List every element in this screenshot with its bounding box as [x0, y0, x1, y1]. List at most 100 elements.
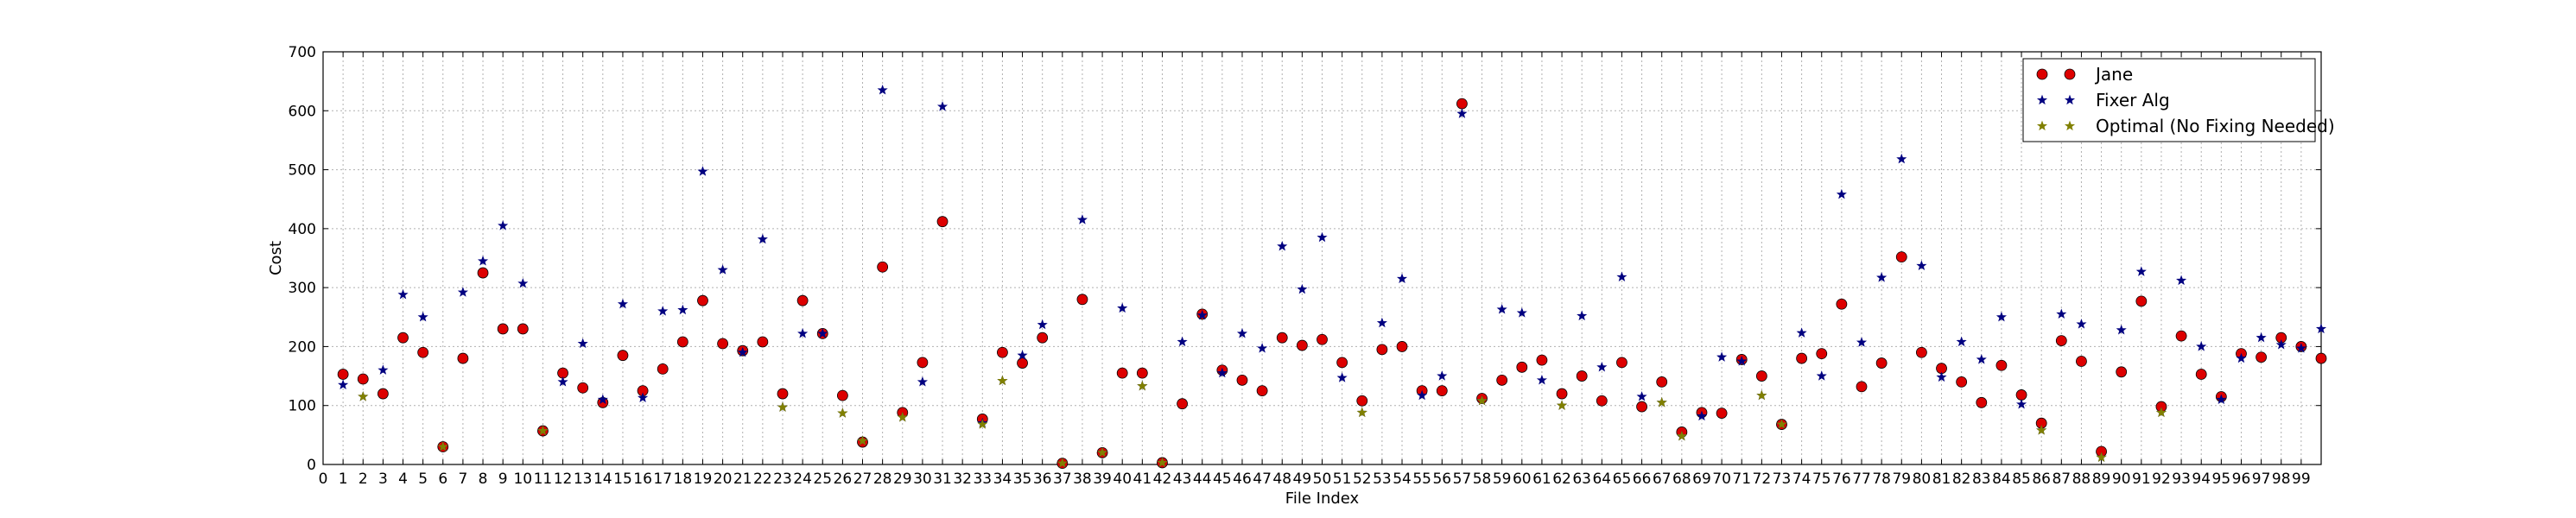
- y-axis-label: Cost: [267, 241, 285, 275]
- data-points: [337, 85, 2327, 470]
- x-tick-label: 57: [1453, 471, 1472, 488]
- data-point: [2076, 356, 2087, 367]
- data-point: [338, 379, 349, 389]
- x-tick-label: 32: [953, 471, 972, 488]
- data-point: [917, 357, 929, 369]
- data-point: [1516, 361, 1528, 373]
- data-point: [1297, 283, 1308, 294]
- data-point: [2135, 266, 2147, 276]
- x-tick-label: 87: [2052, 471, 2071, 488]
- data-point: [1177, 336, 1188, 347]
- data-point: [617, 298, 628, 309]
- data-point: [498, 220, 509, 231]
- x-tick-label: 18: [674, 471, 693, 488]
- data-point: [1076, 214, 1088, 224]
- data-point: [1496, 304, 1507, 314]
- x-tick-label: 59: [1493, 471, 1512, 488]
- data-point: [1496, 374, 1508, 386]
- data-point: [1157, 457, 1168, 468]
- data-point: [1137, 380, 1148, 391]
- x-tick-label: 91: [2132, 471, 2151, 488]
- data-point: [897, 412, 908, 422]
- x-tick-label: 36: [1033, 471, 1052, 488]
- legend-marker: [2064, 94, 2076, 105]
- data-point: [477, 267, 489, 279]
- x-tick-label: 61: [1532, 471, 1551, 488]
- data-point: [877, 85, 888, 95]
- y-tick-label: 100: [289, 398, 316, 415]
- x-tick-label: 1: [339, 471, 348, 488]
- x-tick-label: 8: [479, 471, 488, 488]
- data-point: [936, 101, 949, 111]
- data-point: [1656, 396, 1667, 407]
- x-tick-label: 0: [319, 471, 328, 488]
- x-tick-label: 27: [853, 471, 872, 488]
- x-tick-label: 5: [418, 471, 428, 488]
- legend-marker: [2036, 120, 2048, 131]
- x-tick-label: 7: [458, 471, 467, 488]
- data-point: [1856, 381, 1868, 393]
- data-point: [577, 338, 588, 349]
- data-point: [1536, 354, 1548, 366]
- x-tick-label: 92: [2152, 471, 2171, 488]
- legend-marker: [2064, 68, 2076, 80]
- x-tick-label: 73: [1773, 471, 1792, 488]
- data-point: [1636, 391, 1647, 401]
- data-point: [997, 375, 1008, 386]
- x-tick-label: 70: [1712, 471, 1731, 488]
- y-tick-label: 200: [289, 338, 316, 356]
- x-tick-label: 14: [593, 471, 612, 488]
- y-tick-label: 500: [289, 162, 316, 180]
- data-point: [757, 336, 769, 348]
- data-point: [2135, 295, 2148, 307]
- data-point: [1336, 372, 1348, 382]
- x-tick-label: 84: [1992, 471, 2011, 488]
- data-point: [2016, 398, 2027, 409]
- data-point: [1576, 370, 1588, 382]
- data-point: [2256, 351, 2268, 363]
- data-point: [1396, 273, 1408, 284]
- x-tick-label: 43: [1173, 471, 1192, 488]
- data-point: [1796, 327, 1807, 338]
- x-tick-label: 95: [2212, 471, 2231, 488]
- x-tick-label: 4: [398, 471, 408, 488]
- legend-label: Optimal (No Fixing Needed): [2096, 116, 2335, 136]
- x-tick-label: 74: [1792, 471, 1811, 488]
- data-point: [2056, 308, 2067, 319]
- data-point: [1875, 357, 1888, 369]
- data-point: [377, 388, 389, 400]
- data-point: [777, 401, 789, 412]
- x-tick-label: 17: [653, 471, 672, 488]
- series-0: [337, 98, 2327, 470]
- data-point: [1796, 352, 1808, 364]
- data-point: [877, 261, 889, 273]
- data-point: [337, 369, 349, 380]
- data-point: [1097, 446, 1108, 458]
- data-point: [397, 288, 409, 300]
- data-point: [1836, 298, 1848, 310]
- data-point: [2275, 339, 2287, 350]
- data-point: [2055, 335, 2067, 347]
- data-point: [1596, 361, 1608, 372]
- x-tick-label: 40: [1113, 471, 1132, 488]
- x-tick-label: 23: [773, 471, 792, 488]
- data-point: [717, 338, 728, 350]
- x-tick-label: 85: [2012, 471, 2031, 488]
- data-point: [2295, 343, 2306, 353]
- x-tick-label: 60: [1513, 471, 1532, 488]
- data-point: [1756, 389, 1767, 401]
- x-tick-label: 62: [1552, 471, 1571, 488]
- axes: 0 1 2 3 4 5 6 7 8 9 10 11 12 13 14 15 16 17 18 19 20 21 22 23 24…: [289, 44, 2322, 488]
- data-point: [1716, 351, 1728, 362]
- data-point: [1876, 272, 1888, 282]
- data-point: [577, 382, 589, 394]
- x-tick-label: 41: [1133, 471, 1152, 488]
- data-point: [1577, 310, 1588, 321]
- data-point: [1456, 98, 1468, 110]
- data-point: [1196, 309, 1208, 320]
- data-point: [1376, 344, 1388, 356]
- data-point: [1696, 410, 1708, 421]
- data-point: [757, 233, 768, 244]
- x-tick-label: 33: [973, 471, 992, 488]
- data-point: [457, 352, 469, 364]
